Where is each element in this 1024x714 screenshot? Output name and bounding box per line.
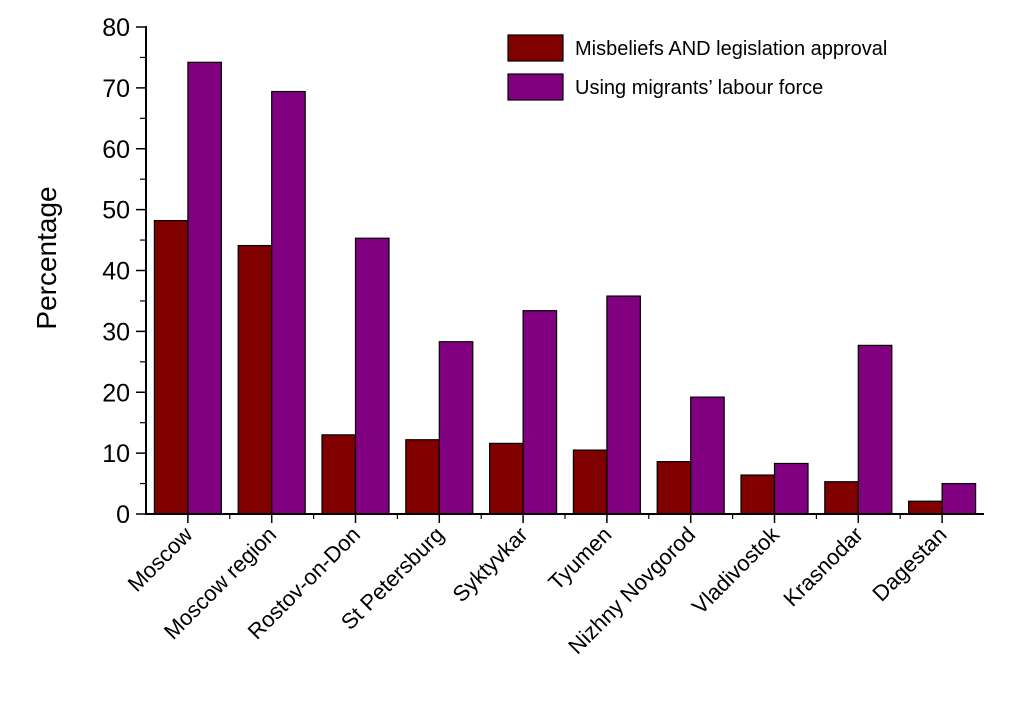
legend: Misbeliefs AND legislation approval Using… bbox=[507, 34, 887, 101]
bar-2-moscow bbox=[187, 61, 222, 515]
bar-2-st-petersburg bbox=[438, 341, 474, 515]
bar-1-moscow bbox=[153, 219, 189, 515]
y-ticks-group: 0 10 20 30 40 50 60 70 80 bbox=[102, 14, 146, 529]
y-axis-title: Percentage bbox=[31, 186, 62, 329]
bar-2-rostov-on-don bbox=[354, 237, 390, 515]
legend-label-1: Misbeliefs AND legislation approval bbox=[575, 38, 887, 60]
legend-label-2: Using migrants’ labour force bbox=[575, 77, 823, 99]
bar-2-syktyvkar bbox=[522, 310, 558, 515]
bars-group bbox=[153, 61, 977, 515]
y-tick-label: 0 bbox=[116, 501, 130, 529]
bar-1-rostov-on-don bbox=[321, 434, 357, 515]
bar-1-nizhny-novgorod bbox=[656, 461, 692, 515]
bar-1-krasnodar bbox=[824, 481, 859, 515]
y-tick-label: 30 bbox=[102, 318, 130, 346]
y-tick-label: 10 bbox=[102, 440, 130, 468]
legend-swatch-1 bbox=[507, 34, 564, 62]
y-tick-label: 50 bbox=[102, 197, 130, 225]
y-tick-label: 60 bbox=[102, 136, 130, 164]
y-tick-label: 80 bbox=[102, 14, 130, 42]
bar-1-syktyvkar bbox=[489, 442, 524, 515]
y-tick-label: 40 bbox=[102, 258, 130, 286]
bar-1-tyumen bbox=[572, 449, 608, 515]
bar-1-vladivostok bbox=[740, 474, 776, 515]
bar-1-moscow-region bbox=[237, 244, 273, 515]
bar-2-vladivostok bbox=[773, 462, 809, 515]
x-tick-label: Dagestan bbox=[867, 522, 951, 606]
x-tick-label: Krasnodar bbox=[778, 522, 867, 611]
x-tick-label: Syktyvkar bbox=[448, 522, 533, 607]
bar-2-moscow-region bbox=[271, 90, 306, 515]
bar-1-dagestan bbox=[907, 500, 943, 515]
x-tick-label: Vladivostok bbox=[687, 521, 785, 619]
y-tick-label: 70 bbox=[102, 75, 130, 103]
bar-1-st-petersburg bbox=[405, 439, 440, 515]
bar-2-nizhny-novgorod bbox=[690, 396, 725, 515]
y-tick-label: 20 bbox=[102, 379, 130, 407]
bar-2-tyumen bbox=[606, 295, 642, 515]
x-tick-label: Moscow bbox=[123, 522, 198, 597]
x-tick-label: Tyumen bbox=[543, 522, 616, 595]
bar-2-dagestan bbox=[941, 482, 977, 515]
bar-2-krasnodar bbox=[857, 344, 893, 515]
legend-swatch-2 bbox=[507, 73, 564, 101]
